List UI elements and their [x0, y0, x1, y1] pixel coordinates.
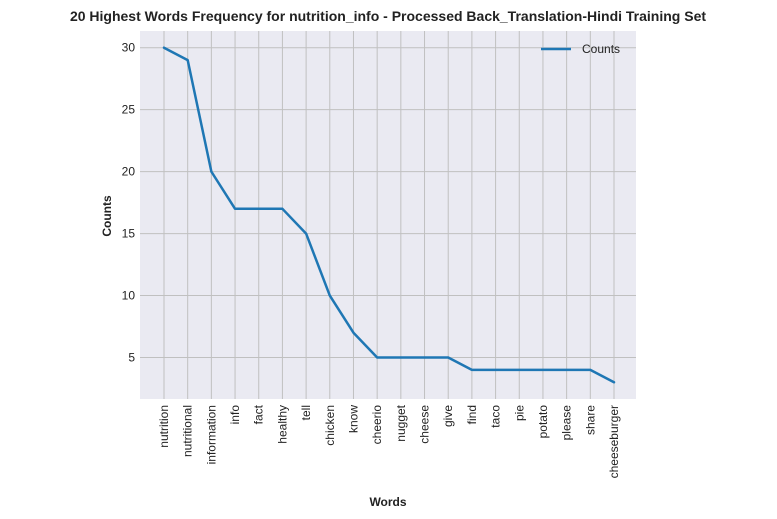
x-tick-labels: nutrition nutritional information info fact h…	[157, 404, 621, 478]
y-tick-label: 5	[128, 350, 135, 364]
x-tick-label: healthy	[275, 405, 289, 444]
x-tick-label: please	[560, 405, 574, 441]
x-tick-label: taco	[489, 405, 503, 428]
legend: Counts	[541, 42, 620, 56]
series-line-counts	[162, 46, 616, 384]
x-tick-label: know	[346, 405, 360, 433]
y-tick-label: 10	[122, 289, 136, 303]
y-tick-labels: 5 10 15 20 25 30	[122, 41, 136, 365]
x-tick-label: cheerio	[370, 405, 384, 445]
x-tick-label: info	[228, 405, 242, 425]
series-layer	[162, 46, 616, 384]
x-tick-label: pie	[512, 405, 526, 421]
legend-label: Counts	[582, 42, 620, 56]
x-tick-label: nutrition	[157, 405, 171, 448]
plot-area	[140, 31, 636, 399]
x-tick-label: chicken	[323, 405, 337, 446]
x-tick-label: share	[583, 405, 597, 435]
y-tick-label: 15	[122, 227, 136, 241]
x-tick-label: cheeseburger	[607, 405, 621, 478]
x-tick-label: nutritional	[181, 405, 195, 457]
x-tick-label: fact	[252, 404, 266, 424]
y-tick-label: 30	[122, 41, 136, 55]
chart-title: 20 Highest Words Frequency for nutrition…	[70, 8, 706, 24]
y-tick-label: 25	[122, 103, 136, 117]
x-tick-label: tell	[299, 405, 313, 420]
x-tick-label: potato	[536, 405, 550, 439]
x-tick-label: nugget	[394, 404, 408, 441]
x-tick-label: information	[204, 405, 218, 464]
y-tick-label: 20	[122, 165, 136, 179]
x-tick-label: cheese	[418, 405, 432, 444]
x-tick-label: give	[441, 405, 455, 427]
grid-lines	[140, 31, 636, 399]
x-tick-label: find	[465, 405, 479, 424]
x-axis-label: Words	[369, 495, 406, 509]
y-axis-label: Counts	[100, 195, 114, 237]
